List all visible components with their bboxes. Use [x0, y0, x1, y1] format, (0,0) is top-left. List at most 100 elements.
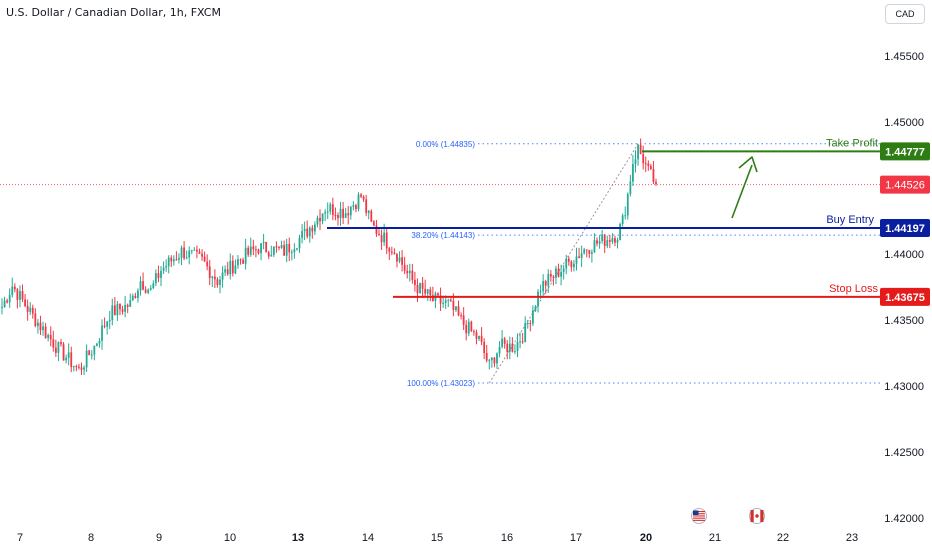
- candle-body: [13, 286, 16, 290]
- candle-body: [126, 304, 129, 307]
- candle-body: [26, 306, 29, 312]
- candle-body: [557, 268, 560, 277]
- time-axis-label: 14: [362, 532, 374, 544]
- candle-body: [524, 323, 527, 343]
- candle-body: [588, 250, 591, 254]
- candle-body: [503, 338, 506, 344]
- candle-body: [188, 250, 191, 258]
- time-axis-label: 10: [224, 532, 236, 544]
- candle-body: [406, 270, 409, 274]
- candle-body: [542, 280, 545, 292]
- arrow-head: [738, 156, 758, 173]
- candle-body: [70, 352, 73, 368]
- candle-body: [521, 341, 524, 343]
- candle-body: [149, 288, 152, 290]
- candle-body: [526, 323, 529, 325]
- candle-body: [501, 338, 504, 347]
- candle-body: [378, 233, 380, 236]
- candle-body: [621, 215, 624, 224]
- candle-body: [249, 246, 252, 255]
- candle-body: [585, 249, 588, 251]
- last-price-text: 1.44526: [885, 180, 925, 192]
- time-axis-label: 16: [501, 532, 513, 544]
- candle-body: [539, 291, 542, 293]
- candle-body: [606, 240, 609, 246]
- candle-body: [16, 289, 19, 300]
- currency-button[interactable]: CAD: [885, 4, 925, 24]
- candle-body: [119, 303, 121, 310]
- candle-body: [49, 334, 52, 340]
- candle-body: [370, 210, 373, 222]
- candle-body: [603, 234, 606, 246]
- us-flag-stripe: [693, 511, 705, 513]
- candle-body: [529, 323, 532, 325]
- last-price-tag: [880, 175, 930, 194]
- candle-body: [201, 253, 203, 257]
- arrow-shaft: [731, 164, 753, 219]
- take-profit-price-text: 1.44777: [885, 146, 925, 158]
- candle-body: [583, 249, 586, 254]
- candle-body: [552, 276, 555, 278]
- candle-body: [165, 266, 168, 268]
- candle-body: [67, 352, 70, 358]
- candle-body: [560, 271, 563, 277]
- candle-body: [213, 276, 216, 280]
- time-axis-label: 7: [17, 532, 23, 544]
- candles: [1, 138, 657, 376]
- candle-body: [344, 213, 347, 218]
- candle-body: [280, 245, 283, 249]
- candle-body: [475, 332, 478, 339]
- candle-body: [224, 269, 227, 273]
- candle-body: [360, 194, 362, 197]
- candle-body: [83, 367, 85, 370]
- candle-body: [298, 237, 301, 249]
- candle-body: [267, 252, 270, 257]
- candle-body: [42, 326, 44, 331]
- candle-body: [639, 144, 642, 154]
- candle-body: [511, 343, 514, 352]
- candle-body: [485, 352, 488, 361]
- candle-body: [98, 340, 101, 344]
- candle-body: [106, 321, 109, 327]
- candle-body: [490, 357, 493, 361]
- candle-body: [272, 246, 275, 255]
- us-flag-canton: [693, 510, 699, 515]
- candle-body: [311, 227, 314, 232]
- candle-body: [37, 322, 39, 327]
- candle-body: [193, 249, 196, 251]
- candle-body: [408, 270, 411, 274]
- candle-body: [54, 347, 57, 353]
- candle-body: [496, 353, 498, 364]
- price-axis-label: 1.42500: [884, 447, 924, 459]
- candle-body: [534, 306, 537, 311]
- candle-body: [414, 279, 416, 285]
- buy-entry-price-text: 1.44197: [885, 223, 925, 235]
- candle-body: [467, 321, 470, 334]
- candle-body: [270, 254, 273, 257]
- candle-body: [478, 335, 480, 339]
- time-axis-label: 9: [156, 532, 162, 544]
- candle-body: [226, 269, 229, 275]
- us-flag-stripe: [693, 515, 705, 517]
- candle-body: [198, 251, 201, 254]
- candle-body: [655, 181, 657, 185]
- candle-body: [19, 291, 21, 300]
- candle-body: [473, 331, 475, 333]
- candle-body: [439, 295, 442, 304]
- candle-body: [321, 213, 324, 222]
- candle-body: [65, 357, 68, 361]
- candle-body: [498, 346, 501, 354]
- candle-body: [237, 259, 239, 266]
- fibonacci-retracement: 0.00% (1.44835) 38.20% (1.44143) 100.00% (…: [407, 140, 880, 388]
- candle-body: [403, 264, 406, 271]
- candle-body: [634, 159, 637, 165]
- candle-body: [457, 306, 460, 316]
- time-axis-label: 22: [777, 532, 789, 544]
- candle-body: [544, 280, 547, 286]
- candle-body: [301, 231, 303, 238]
- price-axis-label: 1.42000: [884, 513, 924, 525]
- time-axis-label: 8: [88, 532, 94, 544]
- time-axis-label: 21: [709, 532, 721, 544]
- candle-body: [101, 325, 103, 341]
